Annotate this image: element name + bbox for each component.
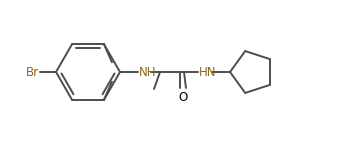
Text: Br: Br (26, 66, 39, 78)
Text: O: O (178, 91, 188, 104)
Text: HN: HN (199, 66, 216, 78)
Text: NH: NH (139, 66, 157, 78)
